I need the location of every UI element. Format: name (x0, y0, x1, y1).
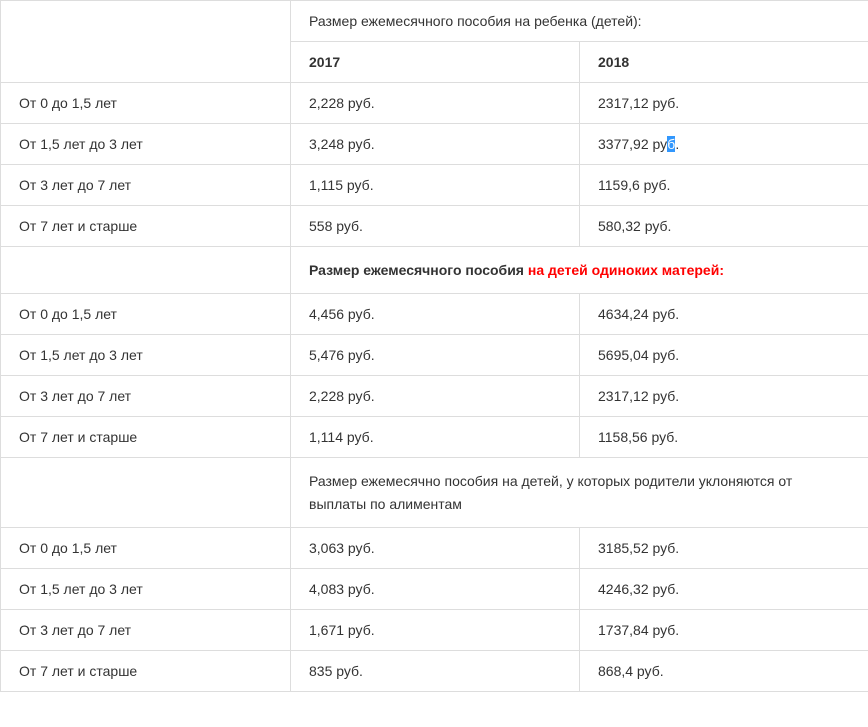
section1-title: Размер ежемесячного пособия на ребенка (… (309, 13, 642, 29)
value-2017: 1,114 руб. (291, 417, 580, 458)
table-row: Размер ежемесячно пособия на детей, у ко… (1, 458, 868, 528)
value-2017: 3,063 руб. (291, 528, 580, 569)
table-row: От 1,5 лет до 3 лет 5,476 руб. 5695,04 р… (1, 335, 868, 376)
table-row: От 0 до 1,5 лет 2,228 руб. 2317,12 руб. (1, 83, 868, 124)
age-label: От 7 лет и старше (1, 206, 291, 247)
age-label: От 1,5 лет до 3 лет (1, 569, 291, 610)
section1-title-cell: Размер ежемесячного пособия на ребенка (… (291, 1, 868, 42)
value-2018: 4634,24 руб. (580, 294, 868, 335)
value-2018: 3377,92 руб. (580, 124, 868, 165)
year-2018-header: 2018 (580, 42, 868, 83)
value-2017: 4,083 руб. (291, 569, 580, 610)
value-2017: 4,456 руб. (291, 294, 580, 335)
table-row: От 0 до 1,5 лет 3,063 руб. 3185,52 руб. (1, 528, 868, 569)
value-2018: 580,32 руб. (580, 206, 868, 247)
section2-red: на детей одиноких матерей: (528, 262, 724, 278)
value-2017: 2,228 руб. (291, 376, 580, 417)
table-row: Размер ежемесячного пособия на ребенка (… (1, 1, 868, 42)
value-2018: 1737,84 руб. (580, 610, 868, 651)
table-row: От 3 лет до 7 лет 2,228 руб. 2317,12 руб… (1, 376, 868, 417)
table-row: От 1,5 лет до 3 лет 4,083 руб. 4246,32 р… (1, 569, 868, 610)
benefits-table: Размер ежемесячного пособия на ребенка (… (0, 0, 868, 692)
age-label: От 0 до 1,5 лет (1, 83, 291, 124)
value-2018: 1158,56 руб. (580, 417, 868, 458)
value-2017: 1,115 руб. (291, 165, 580, 206)
value-2018: 1159,6 руб. (580, 165, 868, 206)
year-2017-header: 2017 (291, 42, 580, 83)
table-row: Размер ежемесячного пособия на детей оди… (1, 247, 868, 294)
value-2018: 5695,04 руб. (580, 335, 868, 376)
value-2017: 2,228 руб. (291, 83, 580, 124)
section2-prefix: Размер ежемесячного пособия (309, 262, 528, 278)
table-row: От 0 до 1,5 лет 4,456 руб. 4634,24 руб. (1, 294, 868, 335)
value-2018: 3185,52 руб. (580, 528, 868, 569)
section2-title-cell: Размер ежемесячного пособия на детей оди… (291, 247, 868, 294)
table-row: От 3 лет до 7 лет 1,671 руб. 1737,84 руб… (1, 610, 868, 651)
age-label: От 7 лет и старше (1, 417, 291, 458)
empty-cell (1, 247, 291, 294)
section3-title: Размер ежемесячно пособия на детей, у ко… (309, 473, 792, 511)
table-row: От 7 лет и старше 1,114 руб. 1158,56 руб… (1, 417, 868, 458)
value-2018: 2317,12 руб. (580, 83, 868, 124)
age-label: От 0 до 1,5 лет (1, 528, 291, 569)
value-2017: 558 руб. (291, 206, 580, 247)
value-2018-pre: 3377,92 ру (598, 136, 667, 152)
age-label: От 1,5 лет до 3 лет (1, 335, 291, 376)
value-2017: 835 руб. (291, 651, 580, 692)
table-row: От 1,5 лет до 3 лет 3,248 руб. 3377,92 р… (1, 124, 868, 165)
value-2018: 2317,12 руб. (580, 376, 868, 417)
value-2018-post: . (675, 136, 679, 152)
value-2017: 1,671 руб. (291, 610, 580, 651)
value-2017: 3,248 руб. (291, 124, 580, 165)
age-label: От 3 лет до 7 лет (1, 165, 291, 206)
table-row: От 7 лет и старше 558 руб. 580,32 руб. (1, 206, 868, 247)
age-label: От 3 лет до 7 лет (1, 610, 291, 651)
empty-cell (1, 458, 291, 528)
table-row: От 7 лет и старше 835 руб. 868,4 руб. (1, 651, 868, 692)
age-label: От 1,5 лет до 3 лет (1, 124, 291, 165)
value-2018: 4246,32 руб. (580, 569, 868, 610)
age-label: От 7 лет и старше (1, 651, 291, 692)
age-label: От 0 до 1,5 лет (1, 294, 291, 335)
value-2017: 5,476 руб. (291, 335, 580, 376)
empty-cell (1, 1, 291, 83)
value-2018: 868,4 руб. (580, 651, 868, 692)
age-label: От 3 лет до 7 лет (1, 376, 291, 417)
table-row: От 3 лет до 7 лет 1,115 руб. 1159,6 руб. (1, 165, 868, 206)
section3-title-cell: Размер ежемесячно пособия на детей, у ко… (291, 458, 868, 528)
